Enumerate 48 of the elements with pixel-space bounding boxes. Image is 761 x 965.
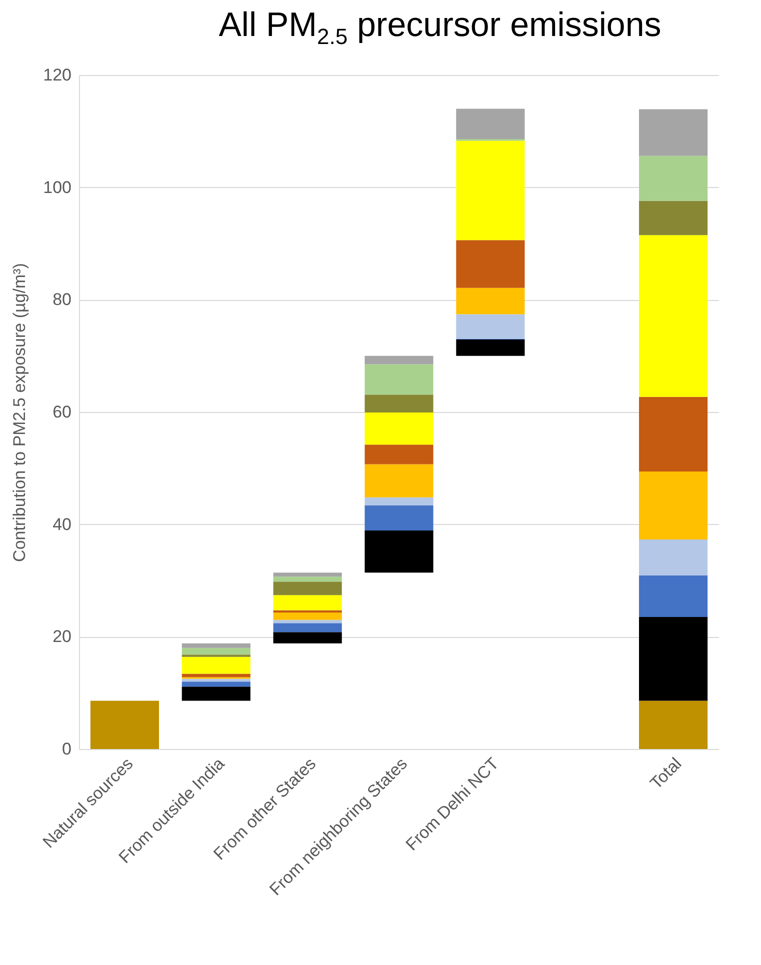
bar [90,700,159,749]
y-tick-label: 60 [52,402,72,422]
bar [639,109,708,156]
bar [639,156,708,201]
bar [182,643,250,648]
bar [456,240,525,288]
bar [364,412,434,445]
y-tick-label: 40 [52,514,72,534]
bar [273,595,342,610]
bar [456,288,525,314]
bar [456,108,525,140]
chart-title: All PM$_{2.5}$ precursor emissions [218,6,662,50]
bar [182,656,250,674]
y-tick-label: 120 [43,66,72,84]
bar [639,472,708,540]
bar [639,540,708,576]
bar [182,682,250,687]
bar [364,464,434,498]
bar [364,530,434,573]
bar [364,497,434,506]
bar [639,235,708,397]
bar [273,612,342,620]
bar [182,674,250,678]
y-tick-label: 20 [52,627,72,646]
bar [639,617,708,701]
bar [364,356,434,364]
bar [639,700,708,749]
bar [456,314,525,339]
bar [273,582,342,596]
y-axis-title: Contribution to PM2.5 exposure (µg/m³) [10,263,30,562]
bar [364,444,434,464]
bar [456,140,525,240]
bar [273,632,342,644]
bar [273,623,342,632]
bar [639,200,708,236]
bar [639,575,708,618]
bar [182,648,250,655]
bar [364,394,434,413]
bar [639,396,708,472]
y-tick-label: 100 [43,178,72,197]
bar [182,686,250,701]
bar [364,505,434,531]
y-tick-label: 0 [62,740,72,758]
bar [273,576,342,582]
y-tick-label: 80 [52,290,72,310]
bar [364,364,434,395]
bar [456,340,525,356]
bar [273,572,342,577]
